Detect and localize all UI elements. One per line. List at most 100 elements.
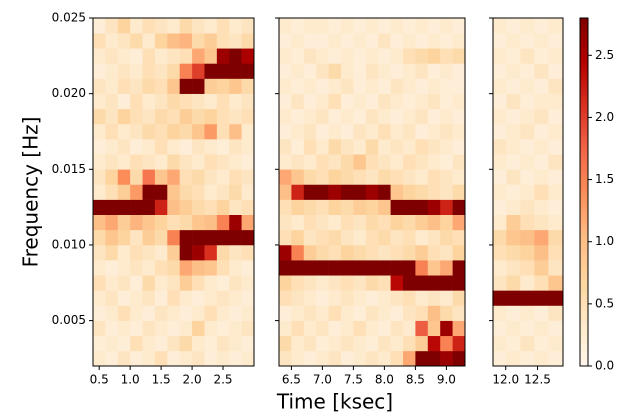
heatmap-cell [548,229,563,246]
heatmap-cell [520,275,535,291]
heatmap-cell [452,305,466,321]
heatmap-cell [390,335,404,352]
heatmap-cell [167,290,180,306]
heatmap-cell [365,199,379,215]
heatmap-cell [105,260,119,276]
heatmap-cell [328,229,342,246]
heatmap-cell [341,290,354,306]
heatmap-cell [390,93,404,110]
heatmap-cell [303,184,317,200]
heatmap-cell [452,275,466,291]
heatmap-cell [142,123,156,140]
heatmap-cell [440,229,453,246]
heatmap-cell [390,320,404,337]
heatmap-cell [291,260,305,276]
heatmap-cell [440,305,453,321]
heatmap-cell [279,290,292,306]
heatmap-cell [154,260,168,276]
heatmap-cell [548,260,563,276]
heatmap-cell [229,275,242,291]
heatmap-cell [353,350,367,367]
heatmap-cell [279,335,292,352]
heatmap-cell [365,229,379,246]
heatmap-cell [353,260,367,276]
colorbar-tick-label: 1.5 [595,172,614,186]
heatmap-cell [167,154,180,170]
heatmap-cell [204,108,218,125]
heatmap-cell [154,244,168,261]
heatmap-cell [229,169,242,185]
heatmap-cell [291,108,305,125]
heatmap-cell [403,320,416,337]
heatmap-cell [93,290,106,306]
heatmap-cell [440,290,453,306]
heatmap-cell [93,350,106,367]
heatmap-cell [241,275,255,291]
heatmap-cell [179,123,193,140]
heatmap-cell [365,244,379,261]
heatmap-cell [415,275,429,291]
heatmap-cell [365,169,379,185]
heatmap-cell [378,275,391,291]
heatmap-cell [279,305,292,321]
heatmap-cell [534,229,549,246]
heatmap-cell [506,244,521,261]
heatmap-cell [241,154,255,170]
heatmap-cell [403,275,416,291]
heatmap-cell [316,63,329,79]
heatmap-cell [403,78,416,94]
heatmap-cell [548,108,563,125]
heatmap-cell [520,139,535,155]
heatmap-cell [492,93,507,110]
heatmap-cell [117,139,131,155]
heatmap-cell [216,214,230,231]
heatmap-cell [316,260,329,276]
heatmap-cell [403,93,416,110]
heatmap-cell [353,169,367,185]
heatmap-cell [415,48,429,64]
heatmap-cell [241,184,255,200]
heatmap-cell [365,184,379,200]
heatmap-cell [130,93,143,110]
heatmap-cell [427,169,441,185]
heatmap-cell [452,229,466,246]
heatmap-cell [229,290,242,306]
heatmap-cell [427,93,441,110]
heatmap-cell [105,184,119,200]
heatmap-cell [142,78,156,94]
heatmap-cell [378,154,391,170]
heatmap-cell [452,199,466,215]
heatmap-cell [328,18,342,34]
heatmap-cell [378,123,391,140]
heatmap-cell [241,214,255,231]
heatmap-cell [452,93,466,110]
heatmap-cell [341,108,354,125]
heatmap-cell [427,48,441,64]
heatmap-cell [390,78,404,94]
heatmap-cell [427,78,441,94]
heatmap-cell [548,184,563,200]
heatmap-cell [415,184,429,200]
heatmap-cell [167,214,180,231]
heatmap-cell [427,320,441,337]
heatmap-cell [403,199,416,215]
heatmap-cell [216,260,230,276]
heatmap-cell [93,33,106,49]
heatmap-cell [241,320,255,337]
heatmap-cell [154,214,168,231]
heatmap-cell [365,48,379,64]
heatmap-cell [303,108,317,125]
heatmap-cell [548,33,563,49]
heatmap-cell [492,33,507,49]
heatmap-cell [117,305,131,321]
heatmap-cell [353,320,367,337]
heatmap-cell [534,214,549,231]
heatmap-cell [142,214,156,231]
heatmap-cell [105,350,119,367]
heatmap-cell [328,63,342,79]
heatmap-cell [303,350,317,367]
heatmap-cell [403,214,416,231]
heatmap-cell [427,184,441,200]
heatmap-cell [452,123,466,140]
heatmap-cell [390,214,404,231]
